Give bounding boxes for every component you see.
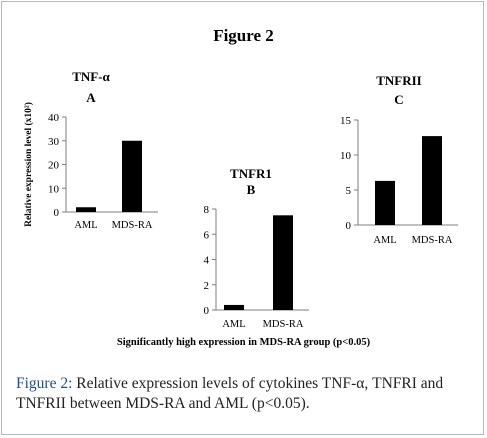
chart-a-ylabel: Relative expression level (x10²) [23,102,34,227]
chart-b-y-tick-label: 0 [204,305,210,317]
chart-c-subtitle: C [394,92,403,107]
chart-c-category-label: AML [373,235,396,246]
chart-a-y-tick-label: 40 [48,112,60,124]
chart-b-category-label: AML [222,319,245,330]
chart-a-category-label: AML [74,220,97,231]
chart-c-bar-aml [375,180,395,225]
chart-a-subtitle: A [86,90,96,105]
chart-b-title: TNFR1 [230,166,272,181]
chart-c-y-tick-label: 10 [340,150,352,162]
chart-b-y-tick-label: 2 [204,280,210,292]
chart-c-y-tick-label: 15 [340,115,352,127]
caption-text: Relative expression levels of cytokines … [16,375,444,412]
chart-a-y-tick-label: 10 [48,183,60,195]
chart-b-y-tick-label: 8 [204,204,210,216]
chart-b-bar-aml [224,304,244,310]
chart-b-y-tick-label: 6 [204,229,210,241]
chart-b-bar-mds-ra [273,215,293,310]
chart-c-bar-mds-ra [422,136,442,225]
chart-a-bar-aml [76,207,96,212]
chart-c-y-tick-label: 0 [346,220,352,232]
chart-b-subtitle: B [247,182,256,197]
chart-a-y-tick-label: 0 [54,207,60,219]
chart-a-title: TNF-α [72,69,110,84]
chart-b-category-label: MDS-RA [263,319,304,330]
figure-title: Figure 2 [213,26,274,45]
caption-label: Figure 2: [16,375,73,392]
significance-note: Significantly high expression in MDS-RA … [116,337,371,348]
chart-b-y-tick-label: 4 [204,255,210,267]
chart-c-title: TNFRII [376,73,422,88]
chart-a-bar-mds-ra [122,140,142,212]
chart-a-y-tick-label: 30 [48,136,60,148]
figure-caption: Figure 2: Relative expression levels of … [16,374,478,414]
chart-c-y-tick-label: 5 [346,185,352,197]
chart-c-category-label: MDS-RA [412,235,453,246]
chart-a-category-label: MDS-RA [112,220,153,231]
chart-a-y-tick-label: 20 [48,160,60,172]
